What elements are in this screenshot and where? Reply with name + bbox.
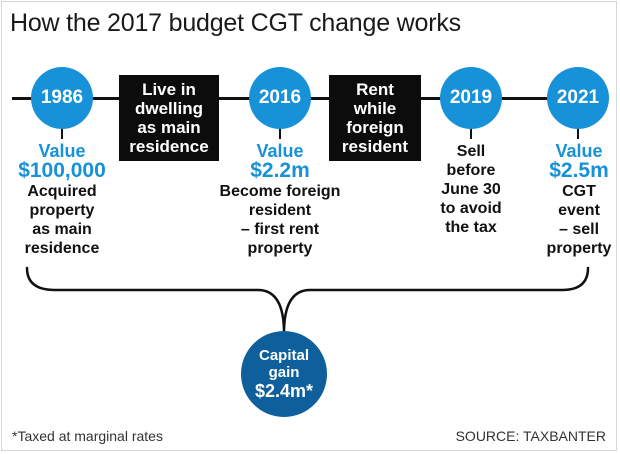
value-label-2016: Value [256, 141, 304, 161]
value-amount-2021: $2.5m [549, 159, 609, 182]
stem-2016 [279, 125, 281, 139]
period-rent-line: Rent [356, 80, 394, 99]
capital-gain-label: Capital [258, 346, 309, 364]
stem-2021 [577, 125, 579, 139]
year-circle-1986: 1986 [31, 67, 93, 129]
period-rent-line: while [353, 99, 397, 118]
period-box-rent: Rent while foreign resident [329, 75, 421, 161]
period-rent-line: foreign [346, 118, 404, 137]
column-2021: Value $2.5m CGT event – sell property [532, 142, 620, 258]
period-live-line: as main [137, 118, 201, 137]
stem-1986 [61, 125, 63, 139]
description-2021: CGT event – sell property [546, 183, 612, 257]
source-credit: SOURCE: TAXBANTER [455, 428, 606, 444]
year-circle-2016: 2016 [249, 67, 311, 129]
capital-gain-label-2: gain [268, 363, 300, 381]
period-live-line: Live in [142, 80, 196, 99]
period-rent-line: resident [341, 137, 409, 156]
value-label-2021: Value [555, 141, 603, 161]
value-amount-2016: $2.2m [250, 159, 310, 182]
column-2019: Sell before June 30 to avoid the tax [421, 142, 521, 237]
description-1986: Acquired property as main residence [24, 183, 100, 257]
footnote: *Taxed at marginal rates [12, 428, 163, 444]
description-2016: Become foreign resident – first rent pro… [219, 183, 341, 257]
column-2016: Value $2.2m Become foreign resident – fi… [205, 142, 355, 258]
year-circle-2019: 2019 [440, 67, 502, 129]
value-amount-1986: $100,000 [18, 159, 106, 182]
value-label-1986: Value [38, 141, 86, 161]
page-title: How the 2017 budget CGT change works [10, 9, 461, 37]
stem-2019 [470, 125, 472, 139]
capital-gain-amount: $2.4m* [254, 380, 314, 401]
capital-gain-circle: Capital gain $2.4m* [241, 331, 327, 417]
year-circle-2021: 2021 [547, 67, 609, 129]
period-live-line: residence [129, 137, 209, 156]
column-1986: Value $100,000 Acquired property as main… [6, 142, 118, 258]
description-2019: Sell before June 30 to avoid the tax [440, 143, 502, 236]
period-live-line: dwelling [134, 99, 203, 118]
period-box-live: Live in dwelling as main residence [119, 75, 219, 161]
